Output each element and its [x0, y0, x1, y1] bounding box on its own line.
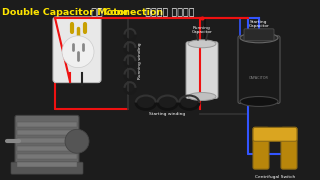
FancyBboxPatch shape	[17, 138, 77, 143]
FancyBboxPatch shape	[15, 115, 79, 167]
FancyBboxPatch shape	[17, 162, 77, 167]
Text: Starting winding: Starting winding	[149, 112, 186, 116]
Ellipse shape	[240, 33, 278, 43]
FancyBboxPatch shape	[253, 127, 269, 169]
FancyBboxPatch shape	[17, 146, 77, 151]
FancyBboxPatch shape	[17, 154, 77, 159]
Text: Centrifugal Switch: Centrifugal Switch	[255, 175, 295, 179]
FancyBboxPatch shape	[53, 17, 101, 83]
Text: Running
Capacitor: Running Capacitor	[192, 26, 212, 34]
Text: CAPACITOR: CAPACITOR	[249, 76, 269, 80]
FancyBboxPatch shape	[244, 29, 274, 41]
FancyBboxPatch shape	[11, 162, 83, 174]
FancyBboxPatch shape	[17, 122, 77, 127]
Text: Starting
Capacitor: Starting Capacitor	[249, 20, 269, 28]
Circle shape	[65, 129, 89, 153]
Ellipse shape	[188, 93, 216, 100]
FancyBboxPatch shape	[281, 127, 297, 169]
FancyBboxPatch shape	[17, 130, 77, 135]
Circle shape	[62, 36, 94, 68]
FancyBboxPatch shape	[238, 36, 280, 104]
Text: Double Capacitor Motor: Double Capacitor Motor	[2, 8, 129, 17]
Ellipse shape	[240, 96, 278, 106]
Ellipse shape	[188, 40, 216, 48]
Text: Running winding: Running winding	[138, 43, 142, 80]
Text: करना सीखे: करना सीखे	[142, 8, 195, 17]
Text: Connection: Connection	[103, 8, 164, 17]
FancyBboxPatch shape	[186, 42, 218, 98]
FancyBboxPatch shape	[253, 127, 297, 141]
Text: का: का	[88, 8, 106, 17]
